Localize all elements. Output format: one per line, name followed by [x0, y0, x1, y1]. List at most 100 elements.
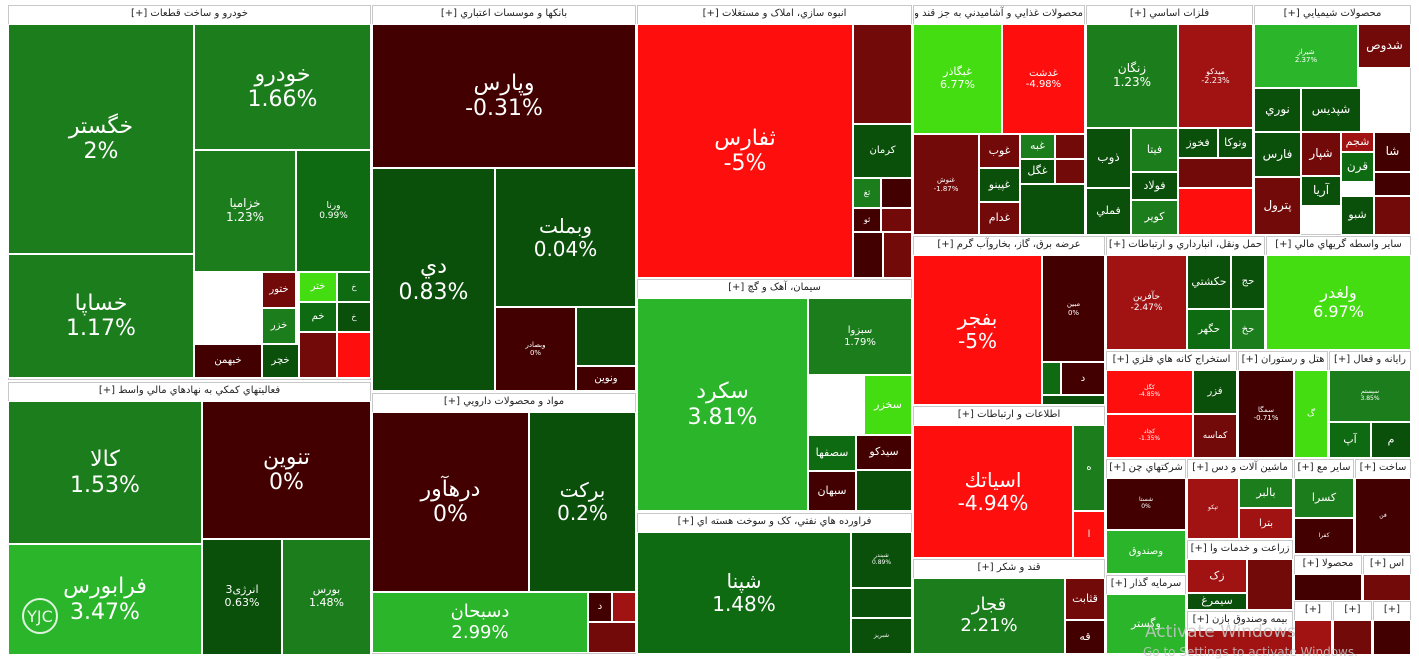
small-stock-tile[interactable]: [1333, 620, 1372, 655]
stock-tile[interactable]: شا: [1374, 132, 1411, 172]
stock-tile[interactable]: وصندوق: [1106, 530, 1186, 574]
stock-tile[interactable]: دسبحان 2.99%: [372, 592, 588, 653]
small-stock-tile[interactable]: [588, 622, 636, 653]
small-stock-tile[interactable]: [1020, 184, 1085, 235]
stock-tile[interactable]: برکت 0.2%: [529, 412, 636, 592]
stock-tile[interactable]: شبو: [1341, 196, 1374, 235]
sector-header-oil[interactable]: فراورده هاي نفتي، کک و سوخت هسته اي [+]: [677, 516, 872, 527]
stock-tile[interactable]: شجم: [1341, 132, 1374, 152]
small-stock-tile[interactable]: [1373, 620, 1411, 655]
stock-tile[interactable]: وگستر: [1106, 594, 1186, 654]
sector-header-it[interactable]: اطلاعات و ارتباطات [+]: [957, 409, 1061, 420]
stock-tile[interactable]: سصفها: [808, 435, 856, 471]
stock-tile[interactable]: وپارس -0.31%: [372, 24, 636, 168]
sector-header-fin[interactable]: ساير واسطه گريهاي مالي [+]: [1275, 239, 1402, 250]
stock-tile[interactable]: کرمان: [853, 124, 912, 178]
stock-tile[interactable]: مبين 0%: [1042, 255, 1105, 362]
sector-header-as[interactable]: اس [+]: [1369, 558, 1405, 569]
stock-tile[interactable]: سبزوا 1.79%: [808, 298, 912, 375]
small-stock-tile[interactable]: [851, 588, 912, 618]
stock-tile[interactable]: ه: [1073, 425, 1105, 511]
small-stock-tile[interactable]: [612, 592, 636, 622]
stock-tile[interactable]: فارس: [1254, 132, 1301, 177]
stock-tile[interactable]: کچاد -1.35%: [1106, 414, 1193, 458]
sector-header-auto[interactable]: خودرو و ساخت قطعات [+]: [131, 8, 248, 19]
stock-tile[interactable]: کگل -4.85%: [1106, 370, 1193, 414]
stock-tile[interactable]: شبريز: [851, 618, 912, 654]
stock-tile[interactable]: نوري: [1254, 88, 1301, 132]
small-stock-tile[interactable]: [1294, 574, 1362, 601]
stock-tile[interactable]: وبصادر 0%: [495, 307, 576, 391]
stock-tile[interactable]: زک: [1187, 559, 1247, 593]
stock-tile[interactable]: خزامیا 1.23%: [194, 150, 296, 272]
stock-tile[interactable]: غپینو: [979, 168, 1020, 202]
stock-tile[interactable]: بورس 1.48%: [282, 539, 371, 655]
small-stock-tile[interactable]: [883, 232, 912, 278]
sector-header-mahs[interactable]: محصولا [+]: [1302, 558, 1354, 569]
stock-tile[interactable]: د: [588, 592, 612, 622]
stock-tile[interactable]: گ: [1294, 370, 1328, 458]
small-stock-tile[interactable]: [1042, 395, 1105, 405]
stock-tile[interactable]: پترول: [1254, 177, 1301, 235]
stock-tile[interactable]: شيراز 2.37%: [1254, 24, 1358, 88]
stock-tile[interactable]: فولاد: [1131, 172, 1178, 200]
stock-tile[interactable]: سخزر: [864, 375, 912, 435]
stock-tile[interactable]: غبگاذر 6.77%: [913, 24, 1002, 134]
small-stock-tile[interactable]: [853, 24, 912, 124]
sector-header-comp[interactable]: رايانه و فعال [+]: [1333, 354, 1407, 365]
sector-header-banks[interactable]: بانکها و موسسات اعتباري [+]: [440, 8, 568, 19]
stock-tile[interactable]: تپکو: [1187, 478, 1239, 539]
stock-tile[interactable]: انرژی3 0.63%: [202, 539, 282, 655]
sector-header-cement[interactable]: سيمان، آهک و گچ [+]: [728, 282, 821, 293]
stock-tile[interactable]: سيدکو: [856, 435, 912, 470]
sector-header-multi[interactable]: شرکتهاي چن [+]: [1109, 462, 1183, 473]
sector-header-othermin[interactable]: ساير مع [+]: [1297, 462, 1351, 473]
small-stock-tile[interactable]: [337, 332, 371, 378]
small-stock-tile[interactable]: [1178, 158, 1253, 188]
small-stock-tile[interactable]: [1363, 574, 1411, 601]
sector-header-s1[interactable]: [+]: [1304, 604, 1322, 615]
small-stock-tile[interactable]: [1374, 172, 1411, 196]
stock-tile[interactable]: شستا 0%: [1106, 478, 1186, 530]
stock-tile[interactable]: کفرا: [1294, 518, 1354, 554]
sector-header-insure[interactable]: بيمه وصندوق بازن [+]: [1192, 614, 1288, 625]
stock-tile[interactable]: غدام: [979, 202, 1020, 235]
stock-tile[interactable]: شبندر 0.89%: [851, 532, 912, 588]
stock-tile[interactable]: خ: [337, 272, 371, 302]
stock-tile[interactable]: کوير: [1131, 200, 1178, 235]
stock-tile[interactable]: فخوز: [1178, 128, 1218, 158]
stock-tile[interactable]: شدوص: [1358, 24, 1411, 68]
stock-tile[interactable]: غگل: [1020, 159, 1055, 184]
small-stock-tile[interactable]: [1374, 196, 1411, 235]
sector-header-metals[interactable]: فلزات اساسي [+]: [1129, 8, 1210, 19]
stock-tile[interactable]: قه: [1065, 620, 1105, 654]
stock-tile[interactable]: ختر: [299, 272, 337, 302]
stock-tile[interactable]: خ: [337, 302, 371, 332]
stock-tile[interactable]: فزر: [1193, 370, 1237, 414]
stock-tile[interactable]: قثابت: [1065, 578, 1105, 620]
stock-tile[interactable]: فملي: [1086, 188, 1131, 235]
stock-tile[interactable]: خچر: [262, 344, 299, 378]
stock-tile[interactable]: غبه: [1020, 134, 1055, 159]
stock-tile[interactable]: حخ: [1231, 309, 1265, 350]
sector-header-s2[interactable]: [+]: [1344, 604, 1361, 615]
stock-tile[interactable]: سيمرغ: [1187, 593, 1247, 610]
sector-header-food[interactable]: محصولات غذايي و آشاميدني به جز قند و شکر…: [915, 8, 1083, 19]
stock-tile[interactable]: سبهان: [808, 471, 856, 511]
stock-tile[interactable]: شپنا 1.48%: [637, 532, 851, 654]
stock-tile[interactable]: قجار 2.21%: [913, 578, 1065, 654]
stock-tile[interactable]: غنوش -1.87%: [913, 134, 979, 235]
stock-tile[interactable]: دي 0.83%: [372, 168, 495, 391]
stock-tile[interactable]: درهآور 0%: [372, 412, 529, 592]
stock-tile[interactable]: خبهمن: [194, 344, 262, 378]
stock-tile[interactable]: ونوين: [576, 366, 636, 391]
small-stock-tile[interactable]: [1187, 630, 1293, 655]
stock-tile[interactable]: ذوب: [1086, 128, 1131, 188]
stock-tile[interactable]: زنگان 1.23%: [1086, 24, 1178, 128]
stock-tile[interactable]: ميدکو -2.23%: [1178, 24, 1253, 128]
stock-tile[interactable]: خودرو 1.66%: [194, 24, 371, 150]
small-stock-tile[interactable]: [881, 178, 912, 208]
stock-tile[interactable]: فن: [1355, 478, 1411, 554]
stock-tile[interactable]: آپ: [1329, 422, 1371, 458]
stock-tile[interactable]: وتوکا: [1218, 128, 1253, 158]
